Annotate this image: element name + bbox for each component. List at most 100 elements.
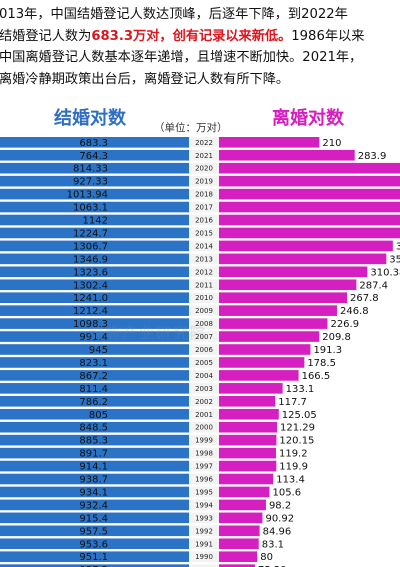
marriage-value-label: 937.2 (79, 565, 108, 567)
year-box (189, 512, 219, 524)
year-box (189, 551, 219, 562)
intro-line-4: 离婚冷静期政策出台后，离婚登记人数有所下降。 (0, 71, 290, 87)
marriage-bar (0, 214, 189, 226)
marriage-value-label: 764.3 (79, 151, 108, 162)
divorce-value-label: 133.1 (286, 384, 315, 395)
marriage-value-label: 814.33 (73, 164, 108, 175)
marriage-value-label: 805 (89, 410, 108, 421)
divorce-bar (219, 408, 279, 420)
year-label: 1993 (195, 514, 213, 522)
divorce-bar (219, 357, 305, 368)
year-box (189, 499, 219, 511)
divorce-bar (219, 499, 266, 511)
year-label: 1995 (195, 488, 213, 496)
divorce-value-label: 119.9 (279, 462, 308, 473)
marriage-bar (0, 344, 189, 355)
divorce-value-label: 246.8 (340, 306, 369, 317)
intro-line-2-end: 1986年以来 (291, 28, 365, 44)
year-label: 1992 (195, 527, 213, 535)
divorce-bar (219, 551, 258, 562)
divorce-value-label: 125.05 (282, 410, 317, 421)
marriage-bar (0, 512, 189, 524)
marriage-bar (0, 473, 189, 485)
divorce-value-label: 210 (322, 138, 341, 149)
marriage-bar (0, 162, 189, 174)
divorce-value-label: 84.96 (263, 526, 292, 537)
year-label: 2019 (195, 178, 213, 186)
marriage-bar (0, 240, 190, 252)
intro-text: 013年，中国结婚登记人数达顶峰，后逐年下降，到2022年 结婚登记人数为683… (0, 4, 400, 90)
year-label: 2004 (195, 372, 213, 380)
year-box (189, 240, 219, 252)
divorce-bar (219, 434, 277, 446)
divorce-bar (219, 137, 320, 148)
divorce-value-label: 117.7 (278, 397, 307, 408)
year-box (189, 227, 219, 239)
year-box (189, 357, 219, 368)
marriage-value-label: 1013.94 (67, 190, 108, 201)
marriage-value-label: 932.4 (79, 500, 108, 511)
year-label: 2003 (195, 385, 213, 393)
marriage-value-label: 1323.6 (73, 267, 108, 278)
marriage-value-label: 1142 (83, 216, 108, 227)
marriage-bar (0, 279, 190, 291)
divorce-bar (219, 486, 270, 498)
marriage-bar (0, 408, 189, 420)
year-label: 2020 (195, 165, 213, 173)
marriage-value-label: 1302.4 (73, 280, 108, 291)
year-box (189, 421, 219, 433)
year-label: 2001 (195, 411, 213, 419)
divorce-bar (219, 331, 320, 342)
year-box (189, 383, 219, 394)
divorce-bar (219, 370, 299, 381)
divorce-value-label: 287.4 (359, 280, 388, 291)
marriage-bar (0, 149, 190, 161)
intro-line-2: 结婚登记人数为683.3万对，创有记录以来新低。1986年以来 (0, 26, 400, 48)
divorce-bar (219, 318, 328, 329)
year-box (189, 175, 219, 187)
divorce-bar (219, 175, 400, 187)
marriage-value-label: 953.6 (79, 539, 108, 550)
year-label: 2000 (195, 424, 213, 432)
year-box (189, 331, 219, 342)
marriage-value-label: 938.7 (79, 475, 108, 486)
year-label: 2016 (195, 217, 213, 225)
divorce-bar (219, 279, 357, 291)
divorce-bar (219, 253, 387, 265)
year-label: 2011 (195, 281, 213, 289)
intro-line-3: 中国离婚登记人数基本逐年递增，且增速不断加快。2021年， (0, 50, 363, 65)
divorce-bar (219, 201, 400, 213)
marriage-bar (0, 538, 189, 550)
marriage-bar (0, 357, 190, 368)
year-box (189, 525, 219, 537)
divorce-value-label: 310.38 (370, 267, 400, 278)
intro-line-2-start: 结婚登记人数为 (0, 28, 92, 44)
marriage-value-label: 1224.7 (73, 228, 108, 239)
divorce-bar (219, 473, 274, 485)
year-box (189, 214, 219, 226)
year-label: 1999 (195, 437, 213, 445)
marriage-value-label: 1212.4 (73, 306, 108, 317)
marriage-value-label: 991.4 (79, 332, 108, 343)
intro-line-1: 013年，中国结婚登记人数达顶峰，后逐年下降，到2022年 (0, 7, 348, 22)
year-label: 1998 (195, 450, 213, 458)
year-label: 2009 (195, 307, 213, 315)
year-box (189, 149, 219, 161)
year-box (189, 162, 219, 174)
marriage-value-label: 914.1 (79, 462, 108, 473)
marriage-bar (0, 525, 190, 537)
marriage-value-label: 786.2 (79, 397, 108, 408)
year-box (189, 305, 219, 316)
marriage-header: 结婚对数 (54, 108, 126, 129)
marriage-bar (0, 201, 190, 213)
year-box (189, 188, 219, 200)
marriage-value-label: 945 (89, 345, 108, 356)
marriage-value-label: 1063.1 (73, 203, 108, 214)
year-label: 2014 (195, 242, 213, 250)
divorce-bar (219, 188, 400, 200)
year-box (189, 318, 219, 329)
divorce-value-label: 283.9 (358, 151, 387, 162)
marriage-value-label: 1241.0 (73, 293, 108, 304)
divorce-bar (219, 383, 283, 394)
marriage-bar (0, 292, 189, 303)
